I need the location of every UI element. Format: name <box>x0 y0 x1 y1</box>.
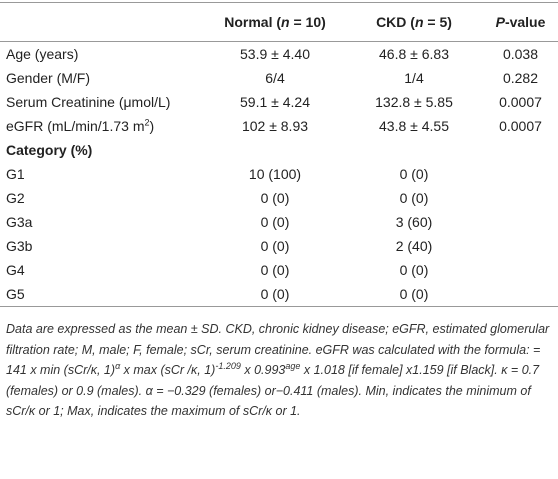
data-table: Normal (n = 10) CKD (n = 5) P-value Age (y… <box>0 2 558 307</box>
table-cell: 0.038 <box>502 46 539 62</box>
text: G4 <box>6 262 25 278</box>
table-cell: 0 (0) <box>260 262 290 278</box>
table-cell: 0 (0) <box>399 166 429 182</box>
text: G1 <box>6 166 25 182</box>
superscript: α <box>115 360 121 371</box>
text: Data are expressed as the mean ± SD. CKD… <box>6 322 550 377</box>
italic-text: n <box>281 14 290 30</box>
table-row: Age (years) 53.9 ± 4.40 46.8 ± 6.83 0.038 <box>0 42 558 67</box>
text: G5 <box>6 286 25 302</box>
table-cell: 0.0007 <box>499 94 542 110</box>
table-cell: 3 (60) <box>395 214 433 230</box>
row-label: G5 <box>0 282 205 307</box>
table-cell <box>483 258 558 282</box>
table-cell: 0.0007 <box>499 118 542 134</box>
table-row: G2 0 (0) 0 (0) <box>0 186 558 210</box>
text: CKD ( <box>376 14 415 30</box>
footnote: Data are expressed as the mean ± SD. CKD… <box>0 307 558 422</box>
row-label: G3a <box>0 210 205 234</box>
italic-text: n <box>414 14 424 30</box>
text: = 5) <box>423 14 452 30</box>
table-cell: 0 (0) <box>399 286 429 302</box>
italic-text: P <box>495 14 505 30</box>
text: Normal ( <box>224 14 282 30</box>
table-cell: 102 ± 8.93 <box>241 118 309 134</box>
text: -value <box>504 14 546 30</box>
table-cell: 46.8 ± 6.83 <box>379 46 449 62</box>
superscript: age <box>285 360 301 371</box>
table-cell: 59.1 ± 4.24 <box>240 94 310 110</box>
row-label: G2 <box>0 186 205 210</box>
table-cell: 10 (100) <box>248 166 302 182</box>
table-cell: 0 (0) <box>260 238 290 254</box>
text: = 10) <box>289 14 326 30</box>
text: Category (%) <box>6 142 93 158</box>
row-label: eGFR (mL/min/1.73 m2) <box>0 114 205 138</box>
table-cell <box>483 282 558 307</box>
table-row: G3b 0 (0) 2 (40) <box>0 234 558 258</box>
superscript: -1.209 <box>215 360 241 371</box>
table-row: G1 10 (100) 0 (0) <box>0 162 558 186</box>
table-cell: 0 (0) <box>260 190 290 206</box>
table-cell: 0 (0) <box>399 262 429 278</box>
text: x max (sCr /κ, 1) <box>120 363 216 377</box>
table-cell: 2 (40) <box>395 238 433 254</box>
table-cell: 132.8 ± 5.85 <box>375 94 453 110</box>
table-cell: 0 (0) <box>399 190 429 206</box>
table-cell: 0 (0) <box>260 214 290 230</box>
text: Gender (M/F) <box>6 70 91 86</box>
table-cell <box>483 234 558 258</box>
row-label: Age (years) <box>0 42 205 67</box>
table-cell <box>483 210 558 234</box>
table-row: G3a 0 (0) 3 (60) <box>0 210 558 234</box>
row-label: G4 <box>0 258 205 282</box>
text: G2 <box>6 190 25 206</box>
column-header: CKD (n = 5) <box>345 3 483 42</box>
superscript: 2 <box>144 117 150 128</box>
text: x 0.993 <box>240 363 286 377</box>
table-row: G5 0 (0) 0 (0) <box>0 282 558 307</box>
section-row: Category (%) <box>0 138 558 162</box>
table-cell: 43.8 ± 4.55 <box>379 118 449 134</box>
row-label: Gender (M/F) <box>0 66 205 90</box>
column-header: Normal (n = 10) <box>205 3 345 42</box>
header-row: Normal (n = 10) CKD (n = 5) P-value <box>0 2 558 42</box>
table-cell: 0 (0) <box>260 286 290 302</box>
row-label: Category (%) <box>0 138 205 162</box>
table-cell <box>483 162 558 186</box>
row-label: G3b <box>0 234 205 258</box>
table-row: Serum Creatinine (μmol/L) 59.1 ± 4.24 132.… <box>0 90 558 114</box>
table-header: Normal (n = 10) CKD (n = 5) P-value <box>0 2 558 42</box>
table-body: Age (years) 53.9 ± 4.40 46.8 ± 6.83 0.038 Ge… <box>0 42 558 307</box>
table-cell <box>483 186 558 210</box>
table-row: Gender (M/F) 6/4 1/4 0.282 <box>0 66 558 90</box>
row-label: G1 <box>0 162 205 186</box>
table-cell: 6/4 <box>265 70 285 86</box>
text: G3b <box>6 238 33 254</box>
text: ) <box>149 118 155 134</box>
text: Serum Creatinine (μmol/L) <box>6 94 171 110</box>
table-cell <box>345 138 483 162</box>
table-row: eGFR (mL/min/1.73 m2) 102 ± 8.93 43.8 ± 4.… <box>0 114 558 138</box>
text: eGFR (mL/min/1.73 m <box>6 118 145 134</box>
row-label: Serum Creatinine (μmol/L) <box>0 90 205 114</box>
table-cell: 53.9 ± 4.40 <box>240 46 310 62</box>
column-header <box>0 3 205 42</box>
table-cell: 0.282 <box>502 70 539 86</box>
text: G3a <box>6 214 33 230</box>
column-header: P-value <box>483 3 558 42</box>
text: Age (years) <box>6 46 79 62</box>
table-cell <box>483 138 558 162</box>
table-cell <box>205 138 345 162</box>
text: x 1.018 [if female] x1.159 [if Black]. κ… <box>6 363 540 418</box>
table-cell: 1/4 <box>404 70 424 86</box>
table-row: G4 0 (0) 0 (0) <box>0 258 558 282</box>
